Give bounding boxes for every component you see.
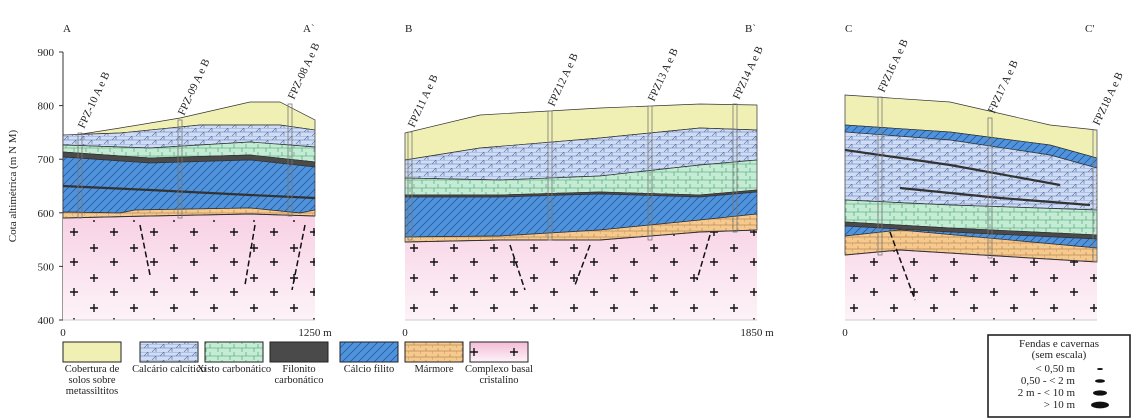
cavity-label: 0,50 - < 2 m: [1021, 375, 1076, 387]
cavity-subtitle: (sem escala): [1032, 349, 1087, 361]
x-tick-label: 1850 m: [740, 327, 774, 339]
legend-swatch-crosses: [470, 342, 528, 362]
well-label: FPZ-09 A e B: [176, 57, 213, 117]
cavity-symbol: [1093, 390, 1107, 395]
legend-swatch: [405, 342, 463, 362]
legend-swatch: [340, 342, 398, 362]
section-label: A`: [303, 23, 315, 35]
cavity-label: > 10 m: [1044, 399, 1076, 411]
x-tick-label: 0: [60, 327, 66, 339]
well-label: FPZ-10 A e B: [76, 70, 113, 130]
legend-swatch: [205, 342, 263, 362]
y-tick-label: 600: [38, 208, 55, 220]
section-label: C: [845, 23, 852, 35]
well-label: FPZ14 A e B: [731, 44, 766, 101]
legend-label: Filonito carbonático: [260, 364, 338, 386]
y-tick-label: 500: [38, 261, 55, 273]
well-label: FPZ18 A e B: [1091, 70, 1126, 127]
legend-swatch: [270, 342, 328, 362]
cavity-label: < 0,50 m: [1035, 363, 1075, 375]
x-tick-label: 0: [842, 327, 848, 339]
well-label: FPZ-08 A e B: [286, 41, 323, 101]
y-axis-label: Cota altimétrica (m N M): [7, 129, 19, 242]
layer: [63, 157, 315, 213]
legend-swatch: [140, 342, 198, 362]
well-label: FPZ13 A e B: [646, 46, 681, 103]
well-label: FPZ11 A e B: [406, 73, 441, 130]
basement-crosses: [63, 220, 315, 320]
y-tick-label: 700: [38, 154, 55, 166]
y-tick-label: 800: [38, 101, 55, 113]
cross-sections: Cota altimétrica (m N M) 900 800 700 600 500…: [0, 0, 1138, 420]
legend-swatch: [63, 342, 121, 362]
cavity-symbol: [1091, 402, 1109, 409]
cavity-symbol: [1097, 368, 1103, 370]
y-tick-label: 900: [38, 47, 55, 59]
x-tick-label: 1250 m: [298, 327, 332, 339]
section-label: A: [63, 23, 71, 35]
y-axis: Cota altimétrica (m N M) 900 800 700 600 500…: [7, 47, 63, 327]
section-label: C': [1085, 23, 1094, 35]
well-label: FPZ17 A e B: [986, 58, 1021, 115]
section-label: B`: [745, 23, 756, 35]
cavity-label: 2 m - < 10 m: [1018, 387, 1076, 399]
legend-label: Complexo basal cristalino: [460, 364, 538, 386]
cavity-symbol: [1095, 379, 1105, 383]
legend-label: Cobertura de solos sobre metassiltitos: [53, 364, 131, 397]
figure: Cota altimétrica (m N M) 900 800 700 600 500…: [0, 0, 1138, 420]
section-label: B: [405, 23, 412, 35]
well-label: FPZ16 A e B: [876, 37, 911, 94]
x-tick-label: 0: [402, 327, 408, 339]
y-tick-label: 400: [38, 315, 55, 327]
well-label: FPZ12 A e B: [546, 51, 581, 108]
